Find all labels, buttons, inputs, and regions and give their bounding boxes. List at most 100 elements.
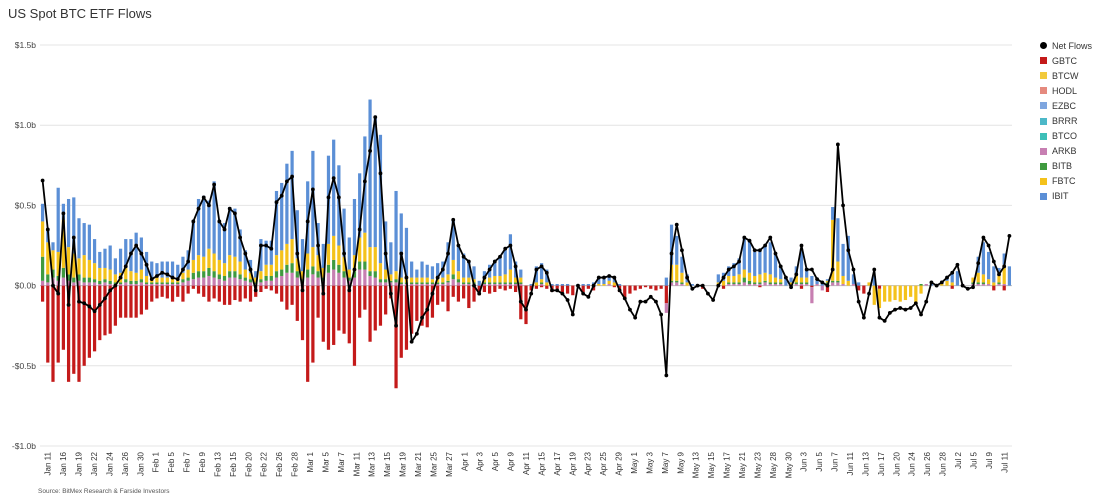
bar-bitb xyxy=(389,280,393,283)
net-flows-point xyxy=(976,261,981,266)
net-flows-point xyxy=(539,264,544,269)
net-flows-point xyxy=(409,339,414,344)
bar-ibit xyxy=(612,277,616,283)
bar-bitb xyxy=(446,280,450,283)
bar-fbtc xyxy=(295,258,299,272)
net-flows-point xyxy=(1007,233,1012,238)
bar-ibit xyxy=(737,258,741,275)
bar-fbtc xyxy=(61,219,66,268)
net-flows-point xyxy=(103,296,107,301)
bar-bitb xyxy=(176,282,180,284)
bar-fbtc xyxy=(326,243,331,265)
bar-ibit xyxy=(134,232,138,273)
net-flows-point xyxy=(664,373,669,378)
net-flows-point xyxy=(820,280,825,285)
bar-ibit xyxy=(565,283,570,286)
bar-gbtc xyxy=(571,285,575,296)
net-flows-point xyxy=(830,267,835,272)
bar-arkb xyxy=(986,283,991,286)
bar-fbtc xyxy=(311,247,315,267)
net-flows-point xyxy=(40,178,45,183)
y-tick-label: $1.5b xyxy=(15,40,37,50)
net-flows-point xyxy=(991,259,996,264)
legend-swatch xyxy=(1040,102,1047,110)
x-tick-label: Jun 3 xyxy=(800,451,809,471)
bar-arkb xyxy=(191,279,195,286)
net-flows-point xyxy=(960,283,965,288)
net-flows-point xyxy=(430,291,435,296)
net-flows-point xyxy=(887,310,892,315)
net-flows-point xyxy=(534,267,539,272)
bar-bitb xyxy=(758,282,762,284)
bar-bitb xyxy=(836,280,840,283)
legend-swatch xyxy=(1040,147,1047,155)
bar-ibit xyxy=(290,150,294,240)
bar-arkb xyxy=(82,282,86,286)
bar-fbtc xyxy=(212,253,216,272)
bar-ibit xyxy=(410,261,414,278)
x-tick-label: May 28 xyxy=(769,451,778,478)
bar-fbtc xyxy=(248,272,253,280)
bar-gbtc xyxy=(165,285,169,299)
bar-arkb xyxy=(539,283,544,286)
bar-ibit xyxy=(716,274,720,283)
bar-gbtc xyxy=(628,285,632,294)
bar-bitb xyxy=(61,267,66,278)
bar-arkb xyxy=(742,282,746,286)
x-tick-label: Apr 29 xyxy=(615,451,624,475)
bar-ibit xyxy=(98,251,102,268)
bar-fbtc xyxy=(597,283,601,286)
bar-fbtc xyxy=(986,279,991,284)
bar-fbtc xyxy=(155,277,159,283)
bar-gbtc xyxy=(378,285,383,326)
x-tick-label: Feb 5 xyxy=(167,451,176,472)
bar-arkb xyxy=(841,283,845,286)
bar-arkb xyxy=(513,283,518,286)
bar-ibit xyxy=(1007,266,1012,286)
bar-ibit xyxy=(747,240,752,273)
bar-fbtc xyxy=(763,272,767,281)
bar-ibit xyxy=(92,239,97,264)
bar-gbtc xyxy=(150,285,154,302)
bar-arkb xyxy=(732,283,736,286)
x-tick-label: Feb 22 xyxy=(260,451,269,476)
net-flows-point xyxy=(841,203,845,208)
bar-gbtc xyxy=(134,285,138,318)
bar-gbtc xyxy=(456,285,461,302)
net-flows-point xyxy=(596,275,601,280)
net-flows-point xyxy=(149,277,154,282)
net-flows-point xyxy=(965,286,970,291)
bar-fbtc xyxy=(753,275,757,283)
bar-arkb xyxy=(451,279,455,286)
bar-fbtc xyxy=(160,277,164,283)
x-tick-label: Mar 25 xyxy=(429,451,438,476)
bar-arkb xyxy=(976,283,980,286)
net-flows-point xyxy=(586,294,591,299)
bar-gbtc xyxy=(799,285,804,289)
bar-ibit xyxy=(77,218,81,259)
bar-fbtc xyxy=(602,283,606,286)
bar-ibit xyxy=(191,219,195,260)
legend-item-bitb: BITB xyxy=(1040,159,1092,174)
bar-gbtc xyxy=(363,285,367,310)
bar-arkb xyxy=(269,280,273,286)
bar-bitb xyxy=(794,282,798,284)
legend-item-ezbc: EZBC xyxy=(1040,98,1092,113)
x-tick-label: Apr 15 xyxy=(537,451,546,475)
x-tick-label: Jun 5 xyxy=(815,451,824,471)
net-flows-point xyxy=(342,251,346,256)
bar-fbtc xyxy=(238,261,242,275)
bar-gbtc xyxy=(534,285,539,289)
bar-bitb xyxy=(165,282,169,284)
bar-arkb xyxy=(332,269,336,286)
bar-arkb xyxy=(924,283,928,286)
bar-gbtc xyxy=(124,285,128,318)
bar-gbtc xyxy=(529,285,533,291)
bar-gbtc xyxy=(591,285,596,291)
bar-gbtc xyxy=(877,285,882,289)
net-flows-point xyxy=(565,298,570,302)
legend-swatch xyxy=(1040,132,1047,140)
net-flows-point xyxy=(77,299,81,304)
y-tick-label: -$0.5b xyxy=(12,361,36,371)
bar-fbtc xyxy=(773,277,778,283)
